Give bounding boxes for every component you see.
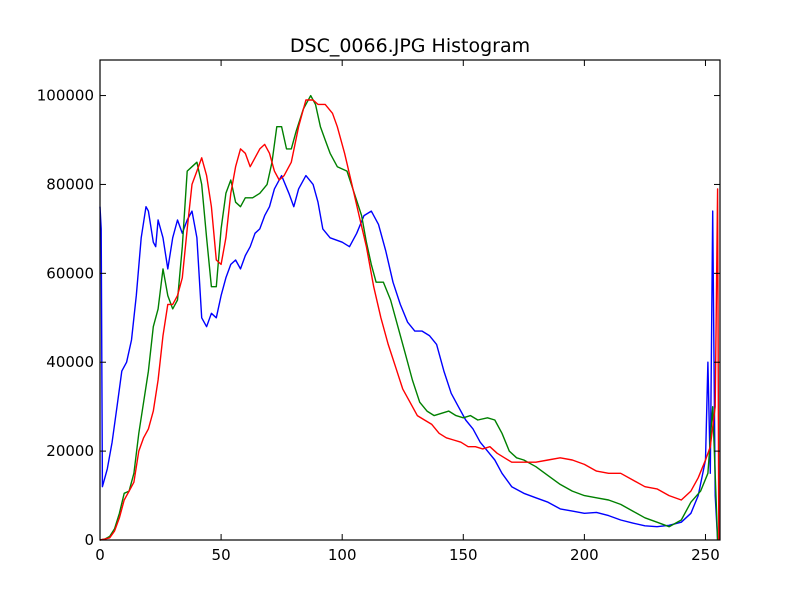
x-tick-label: 100 (328, 546, 357, 564)
x-tick-label: 50 (212, 546, 231, 564)
series-line-1 (99, 94, 719, 541)
x-tick-label: 150 (449, 546, 478, 564)
y-tick-label: 60000 (46, 264, 94, 282)
ticks-layer: 0 50 100 150 200 250 0 20000 40000 60000 80000 1000… (37, 60, 720, 564)
plot-frame (99, 59, 721, 541)
series-layer (99, 94, 720, 541)
series-line-0 (99, 174, 719, 541)
series-line-2 (99, 99, 720, 541)
y-tick-label: 100000 (37, 87, 94, 105)
x-tick-label: 250 (691, 546, 720, 564)
x-tick-label: 200 (570, 546, 599, 564)
y-tick-label: 0 (84, 531, 94, 549)
x-tick-label: 0 (95, 546, 105, 564)
y-tick-label: 40000 (46, 353, 94, 371)
chart-title: DSC_0066.JPG Histogram (290, 35, 530, 57)
y-tick-label: 80000 (46, 175, 94, 193)
y-tick-label: 20000 (46, 442, 94, 460)
